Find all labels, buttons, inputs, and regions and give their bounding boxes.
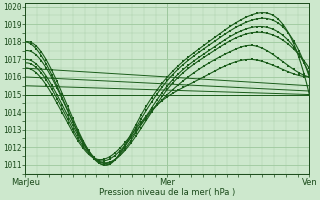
X-axis label: Pression niveau de la mer( hPa ): Pression niveau de la mer( hPa ) [99, 188, 236, 197]
